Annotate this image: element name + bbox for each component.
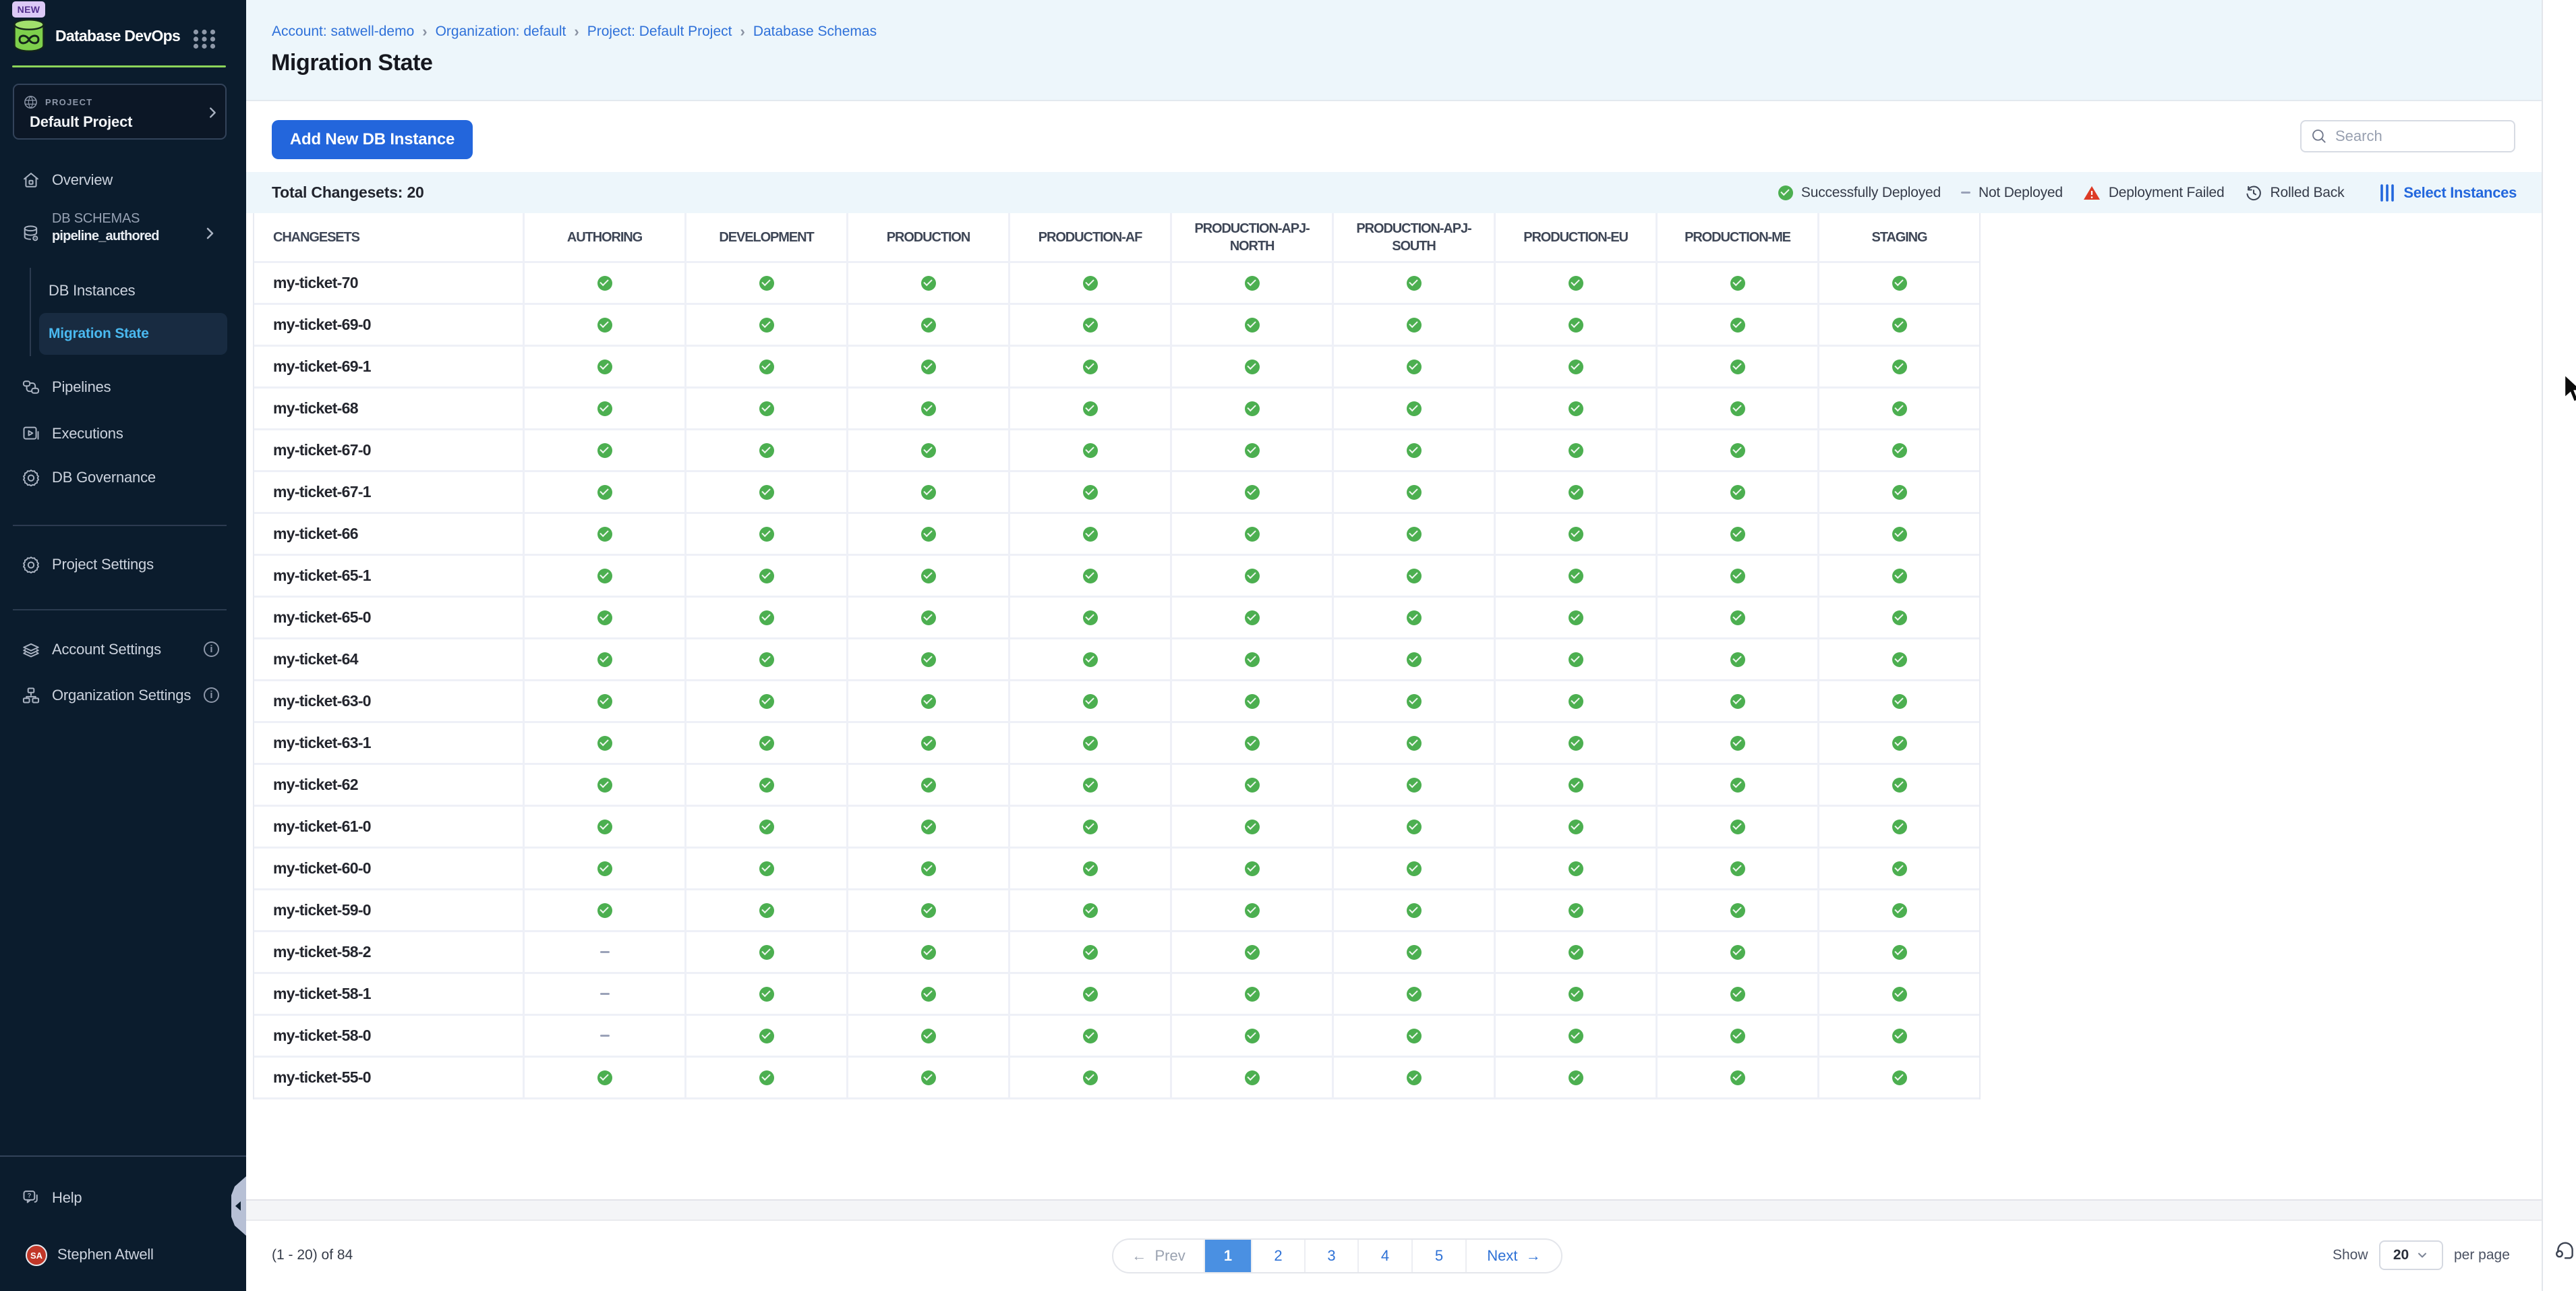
svg-text:?: ? [28,1193,32,1199]
